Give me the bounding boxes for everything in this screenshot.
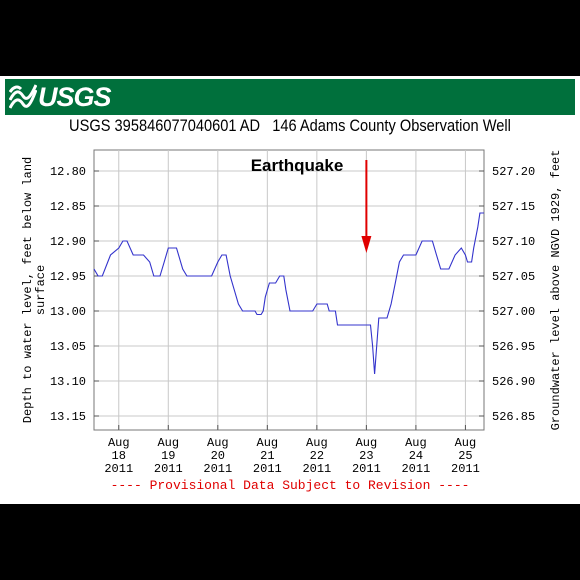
y-tick-label: 13.00 <box>50 305 86 319</box>
x-tick-label: 2011 <box>352 462 381 476</box>
y-tick-label: 12.80 <box>50 165 86 179</box>
y2-tick-label: 526.95 <box>492 340 535 354</box>
water-level-line <box>93 212 484 375</box>
y-axis-label-line2: surface <box>34 265 48 315</box>
x-tick-label: 18 <box>112 449 126 463</box>
y-axis-left: 12.80 12.85 12.90 12.95 13.00 13.05 13.10 13.15 <box>50 165 99 424</box>
x-tick-label: 24 <box>409 449 423 463</box>
y2-tick-label: 526.90 <box>492 375 535 389</box>
x-tick-label: Aug <box>108 436 130 450</box>
x-tick-label: 25 <box>458 449 472 463</box>
x-tick-label: Aug <box>455 436 477 450</box>
x-tick-label: 2011 <box>401 462 430 476</box>
x-tick-label: 2011 <box>203 462 232 476</box>
usgs-logo-text: USGS <box>38 81 112 112</box>
x-tick-label: Aug <box>257 436 279 450</box>
x-tick-label: 21 <box>260 449 274 463</box>
x-tick-label: 2011 <box>253 462 282 476</box>
x-tick-label: 2011 <box>451 462 480 476</box>
y-tick-label: 13.15 <box>50 410 86 424</box>
earthquake-annotation: Earthquake <box>251 156 344 175</box>
x-tick-label: 2011 <box>302 462 331 476</box>
usgs-banner: USGS <box>5 79 575 115</box>
grid-lines <box>94 150 484 430</box>
usgs-wave-icon <box>9 84 37 109</box>
y2-tick-label: 527.20 <box>492 165 535 179</box>
x-tick-label: 2011 <box>154 462 183 476</box>
y-tick-label: 12.90 <box>50 235 86 249</box>
y2-tick-label: 527.15 <box>492 200 535 214</box>
y2-axis-label: Groundwater level above NGVD 1929, feet <box>549 150 563 431</box>
earthquake-arrow <box>361 160 372 253</box>
x-tick-label: 2011 <box>104 462 133 476</box>
y-axis-right: 527.20 527.15 527.10 527.05 527.00 526.95 526.… <box>479 165 535 424</box>
y-tick-label: 13.10 <box>50 375 86 389</box>
x-tick-label: Aug <box>157 436 179 450</box>
provisional-note: ---- Provisional Data Subject to Revisio… <box>110 478 470 493</box>
x-tick-label: 20 <box>211 449 225 463</box>
y2-tick-label: 527.00 <box>492 305 535 319</box>
y2-tick-label: 527.10 <box>492 235 535 249</box>
x-tick-label: 22 <box>310 449 324 463</box>
x-axis: Aug182011Aug192011Aug202011Aug212011Aug2… <box>104 425 480 476</box>
y2-tick-label: 527.05 <box>492 270 535 284</box>
chart-title: USGS 395846077040601 AD 146 Adams County… <box>69 116 511 135</box>
x-tick-label: Aug <box>405 436 427 450</box>
x-tick-label: Aug <box>207 436 229 450</box>
y-tick-label: 12.95 <box>50 270 86 284</box>
arrow-head <box>361 236 372 253</box>
x-tick-label: Aug <box>356 436 378 450</box>
y-tick-label: 12.85 <box>50 200 86 214</box>
y-axis-label-line1: Depth to water level, feet below land <box>21 157 35 423</box>
x-tick-label: 23 <box>359 449 373 463</box>
x-tick-label: 19 <box>161 449 175 463</box>
y-tick-label: 13.05 <box>50 340 86 354</box>
x-tick-label: Aug <box>306 436 328 450</box>
plot-area <box>93 149 485 431</box>
y2-tick-label: 526.85 <box>492 410 535 424</box>
